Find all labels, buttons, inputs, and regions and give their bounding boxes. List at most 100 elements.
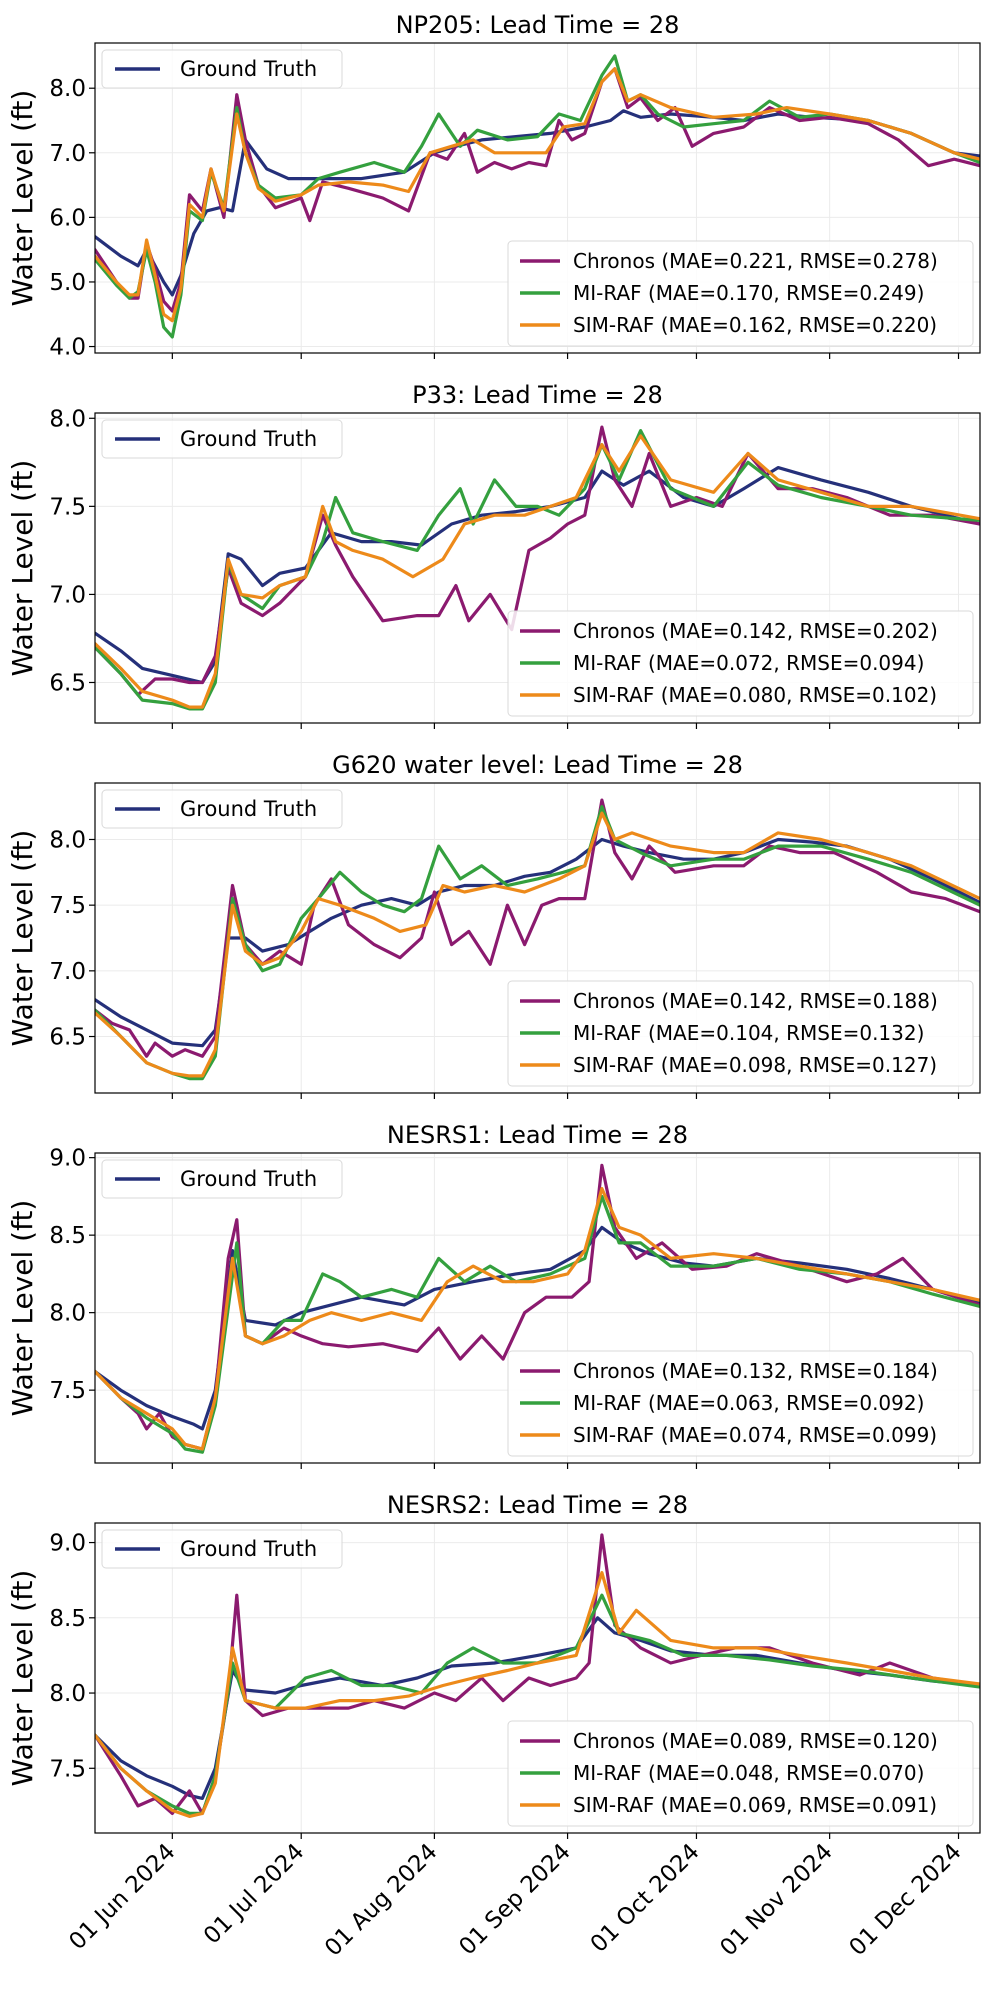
x-tick-label: 01 Dec 2024 xyxy=(844,1839,966,1961)
legend-label: SIM-RAF (MAE=0.162, RMSE=0.220) xyxy=(573,313,937,337)
y-tick-label: 7.0 xyxy=(49,582,86,608)
y-tick-label: 9.0 xyxy=(49,1531,86,1557)
legend-label: MI-RAF (MAE=0.104, RMSE=0.132) xyxy=(573,1021,924,1045)
legend-label: Ground Truth xyxy=(180,797,317,821)
chart-title: NESRS1: Lead Time = 28 xyxy=(387,1121,688,1149)
legend-box xyxy=(101,1159,343,1199)
series-line-mi-raf xyxy=(95,54,980,339)
plot-frame xyxy=(94,412,981,724)
plot-frame xyxy=(94,1522,981,1834)
legend-box xyxy=(101,49,343,89)
y-tick-label: 7.5 xyxy=(49,494,86,520)
series-line-sim-raf xyxy=(95,1571,980,1818)
legend-models: Chronos (MAE=0.142, RMSE=0.188) MI-RAF (M… xyxy=(507,980,974,1087)
series-line-mi-raf xyxy=(95,429,980,711)
legend-label: SIM-RAF (MAE=0.098, RMSE=0.127) xyxy=(573,1053,937,1077)
y-tick-label: 6.5 xyxy=(49,1025,86,1051)
legend-box xyxy=(101,1529,343,1569)
legend-label: Ground Truth xyxy=(180,427,317,451)
plot-frame xyxy=(94,1152,981,1464)
chart-title: G620 water level: Lead Time = 28 xyxy=(332,751,743,779)
legend-ground-truth: Ground Truth xyxy=(101,789,343,829)
y-axis-label: Water Level (ft) xyxy=(6,90,39,307)
y-tick-label: 7.5 xyxy=(49,1378,86,1404)
legend-label: Chronos (MAE=0.142, RMSE=0.202) xyxy=(573,619,938,643)
y-tick-label: 8.5 xyxy=(49,1223,86,1249)
legend-models: Chronos (MAE=0.089, RMSE=0.120) MI-RAF (M… xyxy=(507,1720,974,1827)
y-tick-label: 6.5 xyxy=(49,670,86,696)
legend-ground-truth: Ground Truth xyxy=(101,1159,343,1199)
series-line-sim-raf xyxy=(95,811,980,1078)
series-line-chronos xyxy=(95,798,980,1058)
legend-models: Chronos (MAE=0.142, RMSE=0.202) MI-RAF (M… xyxy=(507,610,974,717)
series-line-chronos xyxy=(95,425,980,697)
legend-box xyxy=(101,789,343,829)
legend-label: Ground Truth xyxy=(180,57,317,81)
chart-panel-3: G620 water level: Lead Time = 28 6.5 7.0 7.… xyxy=(6,751,981,1099)
legend-box xyxy=(507,980,974,1087)
legend-ground-truth: Ground Truth xyxy=(101,49,343,89)
legend-label: Chronos (MAE=0.132, RMSE=0.184) xyxy=(573,1359,938,1383)
y-tick-label: 7.0 xyxy=(49,959,86,985)
series-line-sim-raf xyxy=(95,1187,980,1451)
y-tick-label: 8.0 xyxy=(49,1681,86,1707)
y-tick-label: 5.0 xyxy=(49,270,86,296)
legend-box xyxy=(101,419,343,459)
legend-box xyxy=(507,1350,974,1457)
legend-label: MI-RAF (MAE=0.170, RMSE=0.249) xyxy=(573,281,924,305)
legend-label: Chronos (MAE=0.221, RMSE=0.278) xyxy=(573,249,938,273)
y-axis-label: Water Level (ft) xyxy=(6,1570,39,1787)
x-tick-label: 01 Nov 2024 xyxy=(715,1839,838,1962)
y-tick-label: 8.0 xyxy=(49,1301,86,1327)
chart-panel-1: NP205: Lead Time = 28 4.0 5.0 6.0 7.0 8.0 Wate… xyxy=(6,11,981,361)
x-tick-label: 01 Jun 2024 xyxy=(64,1839,180,1955)
chart-panel-2: P33: Lead Time = 28 6.5 7.0 7.5 8.0 Water Lev… xyxy=(6,381,981,729)
series-line-sim-raf xyxy=(95,67,980,323)
plot-frame xyxy=(94,782,981,1094)
plot-frame xyxy=(94,42,981,354)
legend-label: MI-RAF (MAE=0.048, RMSE=0.070) xyxy=(573,1761,924,1785)
y-tick-label: 8.0 xyxy=(49,827,86,853)
legend-label: Chronos (MAE=0.142, RMSE=0.188) xyxy=(573,989,938,1013)
legend-label: SIM-RAF (MAE=0.074, RMSE=0.099) xyxy=(573,1423,937,1447)
y-tick-label: 8.0 xyxy=(49,406,86,432)
x-tick-label: 01 Oct 2024 xyxy=(586,1839,705,1958)
y-tick-label: 7.0 xyxy=(49,141,86,167)
y-tick-label: 8.0 xyxy=(49,76,86,102)
y-tick-label: 7.5 xyxy=(49,893,86,919)
y-tick-label: 7.5 xyxy=(49,1756,86,1782)
legend-box xyxy=(507,240,974,347)
legend-label: MI-RAF (MAE=0.072, RMSE=0.094) xyxy=(573,651,924,675)
legend-label: Ground Truth xyxy=(180,1537,317,1561)
x-tick-label: 01 Jul 2024 xyxy=(199,1839,309,1949)
legend-label: SIM-RAF (MAE=0.069, RMSE=0.091) xyxy=(573,1793,937,1817)
legend-label: Ground Truth xyxy=(180,1167,317,1191)
x-tick-label: 01 Sep 2024 xyxy=(454,1839,575,1960)
legend-models: Chronos (MAE=0.221, RMSE=0.278) MI-RAF (M… xyxy=(507,240,974,347)
chart-panel-4: NESRS1: Lead Time = 28 7.5 8.0 8.5 9.0 Water … xyxy=(6,1121,981,1469)
y-axis-label: Water Level (ft) xyxy=(6,830,39,1047)
legend-label: SIM-RAF (MAE=0.080, RMSE=0.102) xyxy=(573,683,937,707)
legend-label: MI-RAF (MAE=0.063, RMSE=0.092) xyxy=(573,1391,924,1415)
chart-title: P33: Lead Time = 28 xyxy=(412,381,663,409)
series-line-sim-raf xyxy=(95,434,980,709)
legend-box xyxy=(507,1720,974,1827)
y-tick-label: 9.0 xyxy=(49,1146,86,1172)
chart-title: NP205: Lead Time = 28 xyxy=(396,11,680,39)
chart-panel-5: NESRS2: Lead Time = 28 7.5 8.0 8.5 9.0 01 Jun… xyxy=(6,1491,981,1962)
legend-ground-truth: Ground Truth xyxy=(101,419,343,459)
series-line-ground-truth xyxy=(95,1616,980,1800)
legend-ground-truth: Ground Truth xyxy=(101,1529,343,1569)
y-tick-label: 8.5 xyxy=(49,1606,86,1632)
y-tick-label: 4.0 xyxy=(49,335,86,361)
y-tick-label: 6.0 xyxy=(49,205,86,231)
series-line-mi-raf xyxy=(95,805,980,1081)
legend-box xyxy=(507,610,974,717)
y-axis-label: Water Level (ft) xyxy=(6,1200,39,1417)
x-tick-label: 01 Aug 2024 xyxy=(320,1839,443,1962)
legend-models: Chronos (MAE=0.132, RMSE=0.184) MI-RAF (M… xyxy=(507,1350,974,1457)
chart-title: NESRS2: Lead Time = 28 xyxy=(387,1491,688,1519)
y-axis-label: Water Level (ft) xyxy=(6,460,39,677)
legend-label: Chronos (MAE=0.089, RMSE=0.120) xyxy=(573,1729,938,1753)
